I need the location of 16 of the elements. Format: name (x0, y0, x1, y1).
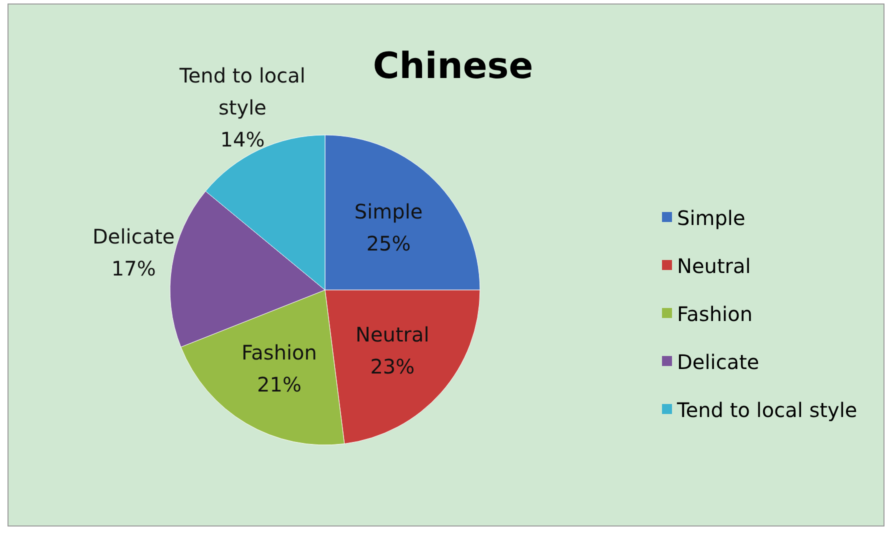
chart-title: Chinese (372, 46, 534, 87)
data-label: 25% (366, 231, 411, 256)
data-label: 23% (370, 354, 415, 378)
slice-label: Delicate (92, 224, 175, 249)
legend-label: Neutral (677, 254, 751, 278)
data-label: 21% (257, 372, 302, 396)
legend-label: Delicate (677, 350, 760, 374)
legend-label: Tend to local style (676, 398, 858, 422)
slice-label: Simple (354, 199, 423, 224)
legend-label: Simple (677, 206, 746, 230)
slice-label: Tend to local style (178, 64, 306, 120)
data-label: 17% (111, 256, 156, 281)
slice-label: Neutral (356, 322, 430, 346)
slice-label: Fashion (241, 340, 317, 364)
data-label: 14% (220, 128, 265, 152)
legend-label: Fashion (677, 302, 752, 326)
